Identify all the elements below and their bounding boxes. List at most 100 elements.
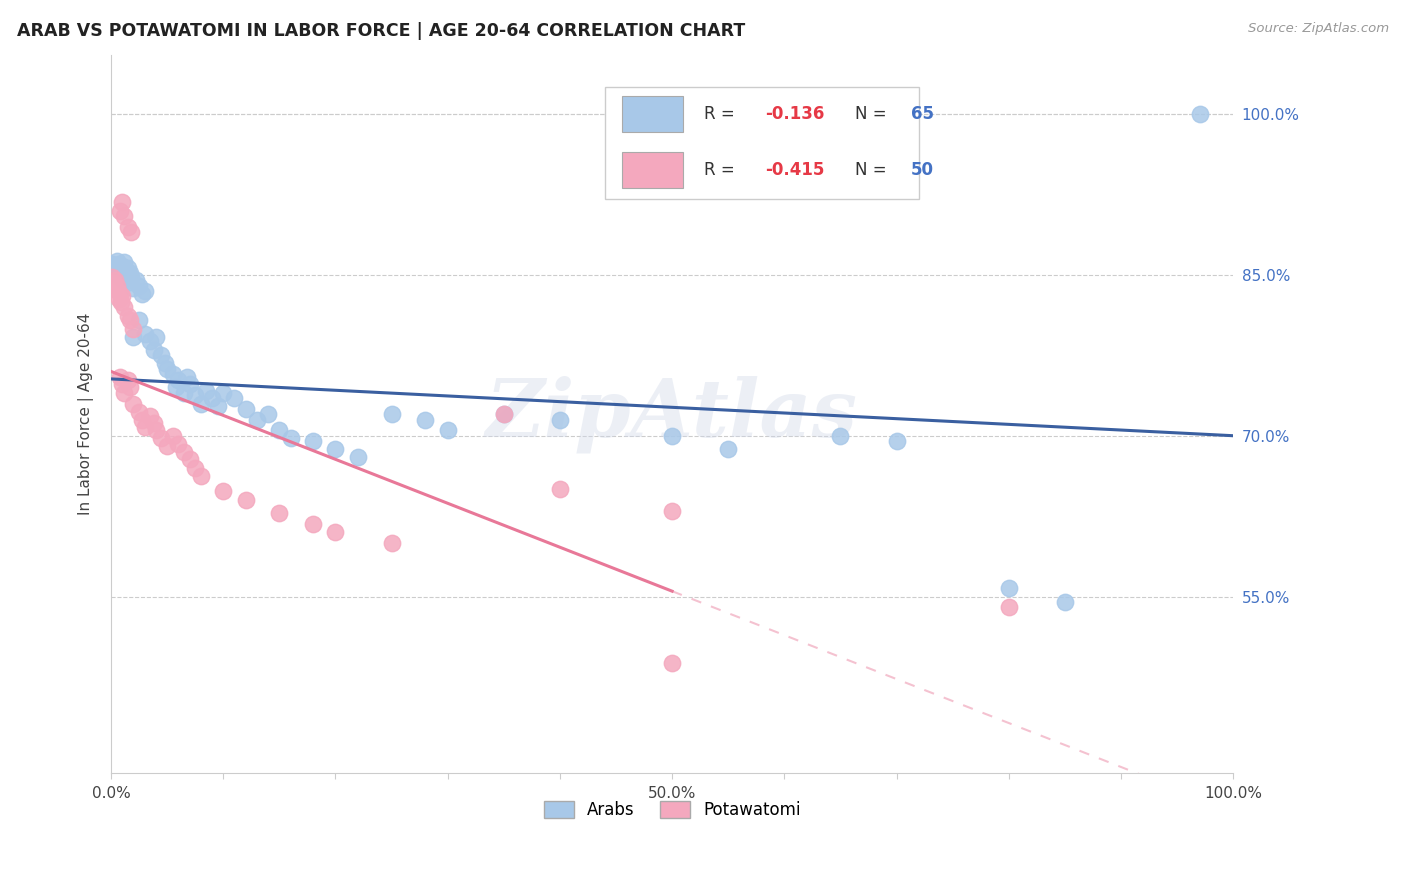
Point (212, 484, 235, 499)
Point (162, 367, 184, 381)
Point (134, 326, 156, 341)
Point (112, 255, 135, 269)
Point (190, 469, 212, 483)
Point (108, 287, 131, 301)
Point (830, 428, 852, 442)
Point (150, 348, 173, 362)
Point (108, 369, 131, 384)
Point (118, 380, 141, 394)
Point (122, 396, 145, 410)
Point (269, 423, 291, 437)
Text: ARAB VS POTAWATOMI IN LABOR FORCE | AGE 20-64 CORRELATION CHART: ARAB VS POTAWATOMI IN LABOR FORCE | AGE … (17, 22, 745, 40)
Point (128, 278, 150, 293)
Point (124, 273, 146, 287)
Point (142, 416, 165, 430)
Point (165, 380, 187, 394)
Point (179, 377, 201, 392)
Point (118, 313, 141, 327)
Point (114, 270, 136, 285)
Point (156, 362, 179, 376)
Point (235, 493, 257, 508)
Point (1053, 595, 1076, 609)
Point (717, 442, 740, 456)
Point (179, 452, 201, 467)
Point (105, 254, 128, 268)
Point (110, 268, 132, 282)
Legend: Arabs, Potawatomi: Arabs, Potawatomi (537, 795, 807, 826)
Point (117, 219, 139, 234)
Point (128, 313, 150, 327)
Point (548, 412, 571, 426)
Point (134, 420, 156, 434)
Point (661, 504, 683, 518)
Point (153, 356, 176, 370)
Point (413, 412, 436, 426)
Point (280, 431, 302, 445)
Point (257, 407, 280, 421)
Point (142, 343, 165, 357)
Point (122, 281, 145, 295)
Bar (621, 96, 683, 132)
Point (139, 409, 162, 424)
Point (117, 261, 139, 276)
Point (145, 423, 167, 437)
Point (195, 384, 218, 398)
Bar (621, 152, 683, 187)
Point (998, 600, 1021, 615)
Point (167, 437, 190, 451)
Point (134, 284, 156, 298)
Text: R =: R = (703, 105, 740, 123)
Point (302, 516, 325, 531)
Text: N =: N = (855, 161, 891, 179)
Point (156, 440, 179, 454)
Point (104, 266, 127, 280)
Point (325, 525, 347, 540)
Point (325, 442, 347, 456)
Text: N =: N = (855, 105, 891, 123)
Point (105, 278, 128, 293)
Point (110, 294, 132, 309)
Text: -0.415: -0.415 (765, 161, 825, 179)
Point (118, 266, 141, 280)
Point (101, 262, 124, 277)
Point (112, 300, 135, 314)
Point (117, 309, 139, 323)
Point (661, 656, 683, 670)
Point (120, 225, 142, 239)
Point (111, 194, 134, 209)
Point (661, 428, 683, 442)
Point (107, 292, 129, 306)
Point (112, 209, 135, 223)
Point (347, 450, 370, 465)
Point (101, 257, 124, 271)
Point (112, 385, 135, 400)
Point (190, 396, 212, 410)
Point (145, 330, 167, 344)
Point (492, 407, 515, 421)
Point (201, 391, 224, 405)
Text: R =: R = (703, 161, 740, 179)
Point (108, 203, 131, 218)
Point (176, 369, 198, 384)
Point (112, 273, 135, 287)
Point (120, 270, 142, 285)
Y-axis label: In Labor Force | Age 20-64: In Labor Force | Age 20-64 (79, 313, 94, 516)
Point (162, 428, 184, 442)
Point (111, 289, 134, 303)
Point (118, 276, 141, 290)
Point (302, 434, 325, 448)
Point (139, 334, 162, 349)
Point (103, 260, 125, 274)
Point (184, 461, 207, 475)
Point (998, 581, 1021, 595)
Point (184, 388, 207, 402)
Point (212, 385, 235, 400)
Point (150, 431, 173, 445)
Point (131, 412, 153, 426)
Point (107, 257, 129, 271)
Point (115, 263, 138, 277)
Text: -0.136: -0.136 (765, 105, 825, 123)
Point (224, 391, 246, 405)
Point (122, 321, 145, 335)
Point (128, 405, 150, 419)
